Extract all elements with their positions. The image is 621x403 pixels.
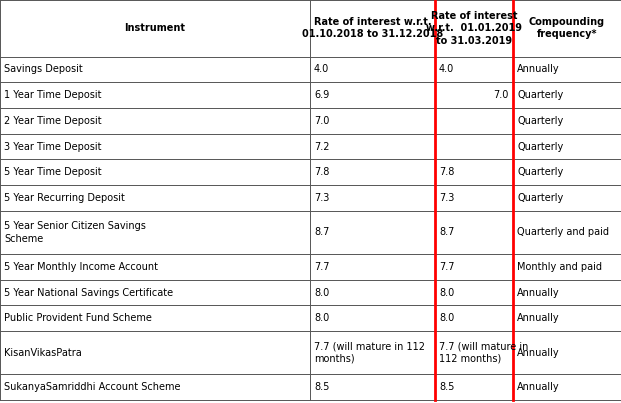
Text: 8.7: 8.7	[439, 227, 455, 237]
Text: 8.0: 8.0	[439, 313, 454, 323]
Text: 7.7: 7.7	[314, 262, 330, 272]
Text: 8.5: 8.5	[314, 382, 329, 392]
Text: Quarterly: Quarterly	[517, 167, 563, 177]
Text: 2 Year Time Deposit: 2 Year Time Deposit	[4, 116, 102, 126]
Text: 7.0: 7.0	[314, 116, 329, 126]
Text: KisanVikasPatra: KisanVikasPatra	[4, 348, 82, 358]
Text: 7.3: 7.3	[439, 193, 455, 203]
Text: Quarterly: Quarterly	[517, 90, 563, 100]
Text: Quarterly: Quarterly	[517, 193, 563, 203]
Text: 7.8: 7.8	[314, 167, 329, 177]
Text: Annually: Annually	[517, 313, 560, 323]
Text: Public Provident Fund Scheme: Public Provident Fund Scheme	[4, 313, 152, 323]
Text: 8.0: 8.0	[439, 288, 454, 297]
Text: Rate of interest
w.r.t.  01.01.2019
to 31.03.2019: Rate of interest w.r.t. 01.01.2019 to 31…	[426, 11, 522, 46]
Text: 8.5: 8.5	[439, 382, 455, 392]
Text: Quarterly: Quarterly	[517, 141, 563, 152]
Text: 5 Year Senior Citizen Savings
Scheme: 5 Year Senior Citizen Savings Scheme	[4, 221, 146, 243]
Text: Compounding
frequency*: Compounding frequency*	[529, 17, 605, 39]
Text: 7.2: 7.2	[314, 141, 330, 152]
Text: 5 Year Time Deposit: 5 Year Time Deposit	[4, 167, 102, 177]
Text: 7.8: 7.8	[439, 167, 455, 177]
Text: 7.7 (will mature in
112 months): 7.7 (will mature in 112 months)	[439, 341, 528, 364]
Text: Annually: Annually	[517, 64, 560, 75]
Text: 1 Year Time Deposit: 1 Year Time Deposit	[4, 90, 101, 100]
Text: 7.7: 7.7	[439, 262, 455, 272]
Text: Annually: Annually	[517, 382, 560, 392]
Text: SukanyaSamriddhi Account Scheme: SukanyaSamriddhi Account Scheme	[4, 382, 181, 392]
Text: 8.0: 8.0	[314, 288, 329, 297]
Text: 7.3: 7.3	[314, 193, 329, 203]
Text: Annually: Annually	[517, 288, 560, 297]
Text: 5 Year National Savings Certificate: 5 Year National Savings Certificate	[4, 288, 173, 297]
Text: 4.0: 4.0	[439, 64, 454, 75]
Text: 8.7: 8.7	[314, 227, 329, 237]
Text: 5 Year Recurring Deposit: 5 Year Recurring Deposit	[4, 193, 125, 203]
Text: Savings Deposit: Savings Deposit	[4, 64, 83, 75]
Text: Rate of interest w.r.t.
01.10.2018 to 31.12.2018: Rate of interest w.r.t. 01.10.2018 to 31…	[302, 17, 443, 39]
Text: Annually: Annually	[517, 348, 560, 358]
Text: 8.0: 8.0	[314, 313, 329, 323]
Text: 7.0: 7.0	[494, 90, 509, 100]
Text: Instrument: Instrument	[124, 23, 186, 33]
Text: Quarterly and paid: Quarterly and paid	[517, 227, 609, 237]
Text: 3 Year Time Deposit: 3 Year Time Deposit	[4, 141, 101, 152]
Text: 4.0: 4.0	[314, 64, 329, 75]
Text: 5 Year Monthly Income Account: 5 Year Monthly Income Account	[4, 262, 158, 272]
Text: 7.7 (will mature in 112
months): 7.7 (will mature in 112 months)	[314, 341, 425, 364]
Text: Quarterly: Quarterly	[517, 116, 563, 126]
Text: 6.9: 6.9	[314, 90, 329, 100]
Text: Monthly and paid: Monthly and paid	[517, 262, 602, 272]
